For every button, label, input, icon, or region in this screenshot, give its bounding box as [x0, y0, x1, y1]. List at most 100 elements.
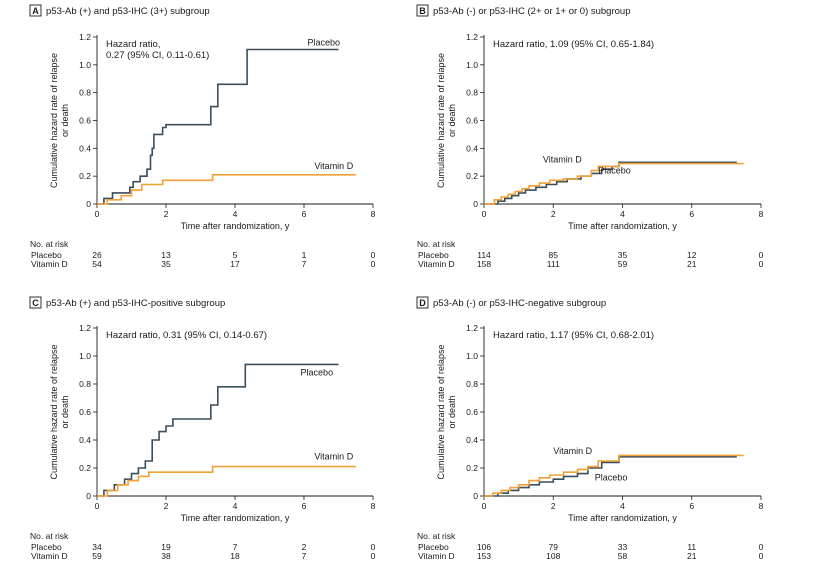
y-tick-label: 1.2 [79, 323, 91, 333]
y-axis-label-line: or death [447, 104, 457, 137]
risk-value: 111 [547, 259, 560, 269]
risk-value: 0 [759, 551, 764, 561]
y-tick-label: 0.8 [466, 88, 478, 98]
risk-value: 26 [92, 250, 102, 260]
y-axis-label: Cumulative hazard rate of relapseor deat… [436, 53, 457, 188]
panel-title: p53-Ab (-) or p53-IHC-negative subgroup [433, 298, 606, 309]
y-tick-label: 0.4 [79, 143, 91, 153]
series-line-placebo [97, 48, 339, 205]
y-tick-label: 1.2 [466, 323, 478, 333]
risk-value: 12 [687, 250, 697, 260]
y-tick-label: 0.6 [79, 116, 91, 126]
risk-row-label: Vitamin D [418, 259, 455, 269]
y-tick-label: 0.6 [79, 407, 91, 417]
panel-letter: A [32, 6, 39, 16]
risk-value: 0 [759, 259, 764, 269]
series-label-vitamin-d: Vitamin D [314, 161, 353, 171]
risk-value: 108 [546, 551, 560, 561]
y-tick-label: 1.2 [79, 32, 91, 42]
panel-letter: C [32, 298, 39, 308]
x-tick-label: 4 [233, 501, 238, 511]
y-tick-label: 0 [86, 491, 91, 501]
panel-letter: D [419, 298, 426, 308]
risk-value: 158 [477, 259, 491, 269]
risk-row-label: Placebo [418, 542, 449, 552]
panel-letter-box [29, 296, 42, 309]
series-line-vitamin-d [484, 162, 744, 205]
series-line-vitamin-d [97, 174, 356, 205]
risk-value: 0 [371, 551, 376, 561]
y-tick-label: 0.2 [79, 463, 91, 473]
risk-row-label: Placebo [31, 250, 62, 260]
x-tick-label: 6 [302, 501, 307, 511]
x-tick-label: 8 [759, 501, 764, 511]
risk-value: 18 [230, 551, 240, 561]
panel-title: p53-Ab (+) and p53-IHC (3+) subgroup [46, 6, 210, 17]
y-tick-label: 0.2 [466, 463, 478, 473]
y-axis-label-line: or death [60, 395, 70, 428]
series-label-vitamin-d: Vitamin D [553, 446, 592, 456]
risk-row-label: Vitamin D [418, 551, 455, 561]
x-tick-label: 2 [164, 501, 169, 511]
risk-value: 11 [687, 542, 696, 552]
risk-value: 2 [302, 542, 307, 552]
y-tick-label: 1.0 [466, 60, 478, 70]
y-axis-label: Cumulative hazard rate of relapseor deat… [436, 344, 457, 479]
risk-value: 0 [371, 250, 376, 260]
risk-value: 7 [233, 542, 238, 552]
panel-letter: B [419, 6, 426, 16]
risk-table-header: No. at risk [417, 531, 456, 541]
y-tick-label: 0.2 [79, 171, 91, 181]
hazard-ratio-annotation: Hazard ratio, 1.09 (95% CI, 0.65-1.84) [493, 39, 654, 50]
y-tick-label: 1.0 [79, 60, 91, 70]
risk-value: 59 [92, 551, 102, 561]
x-tick-label: 0 [95, 209, 100, 219]
series-label-placebo: Placebo [307, 37, 340, 47]
panel-letter-box [416, 296, 429, 309]
series-label-placebo: Placebo [595, 473, 628, 483]
risk-value: 58 [618, 551, 628, 561]
y-axis-label-line: Cumulative hazard rate of relapse [49, 53, 59, 188]
x-tick-label: 4 [620, 209, 625, 219]
x-tick-label: 0 [95, 501, 100, 511]
y-tick-label: 0.6 [466, 407, 478, 417]
y-tick-label: 1.0 [79, 351, 91, 361]
y-axis-label-line: Cumulative hazard rate of relapse [49, 344, 59, 479]
y-axis-label-line: Cumulative hazard rate of relapse [436, 53, 446, 188]
y-axis-label-line: Cumulative hazard rate of relapse [436, 344, 446, 479]
y-axis-label: Cumulative hazard rate of relapseor deat… [49, 53, 70, 188]
risk-value: 0 [759, 250, 764, 260]
risk-value: 35 [618, 250, 628, 260]
risk-table-header: No. at risk [30, 531, 69, 541]
risk-value: 106 [477, 542, 491, 552]
hazard-ratio-annotation: 0.27 (95% CI, 0.11-0.61) [106, 50, 209, 61]
risk-row-label: Vitamin D [31, 551, 68, 561]
y-tick-label: 0 [473, 491, 478, 501]
x-tick-label: 6 [302, 209, 307, 219]
panel-letter-box [29, 4, 42, 17]
x-axis-label: Time after randomization, y [181, 513, 290, 523]
panel-letter-box [416, 4, 429, 17]
y-tick-label: 0.8 [79, 379, 91, 389]
x-tick-label: 8 [759, 209, 764, 219]
x-tick-label: 2 [551, 501, 556, 511]
risk-value: 7 [302, 259, 307, 269]
x-tick-label: 2 [164, 209, 169, 219]
x-axis-label: Time after randomization, y [568, 221, 677, 231]
y-tick-label: 1.0 [466, 351, 478, 361]
risk-value: 0 [759, 542, 764, 552]
y-tick-label: 0.2 [466, 171, 478, 181]
y-axis-label-line: or death [447, 395, 457, 428]
series-line-placebo [97, 363, 339, 497]
risk-value: 34 [92, 542, 102, 552]
series-label-vitamin-d: Vitamin D [543, 154, 582, 164]
x-tick-label: 6 [689, 209, 694, 219]
panel-title: p53-Ab (-) or p53-IHC (2+ or 1+ or 0) su… [433, 6, 630, 17]
x-tick-label: 8 [371, 501, 376, 511]
